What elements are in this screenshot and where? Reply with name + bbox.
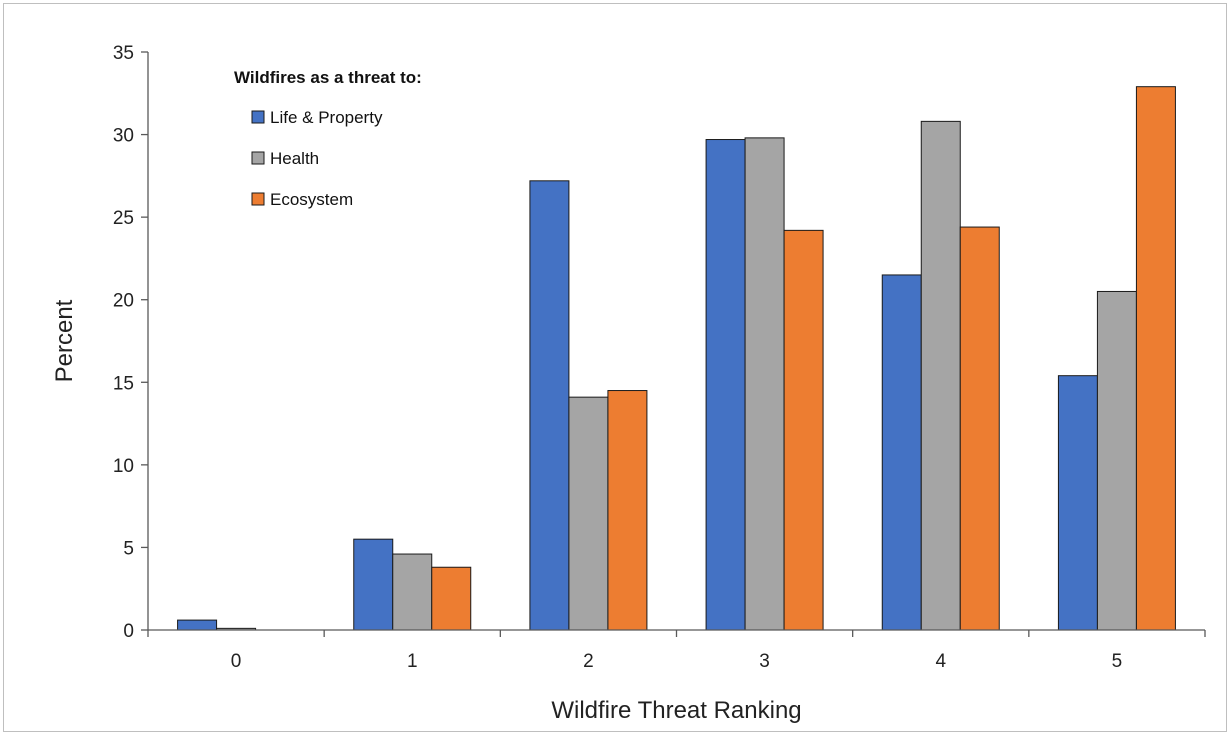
x-tick-label-3: 3 — [759, 651, 770, 672]
y-tick-label-30: 30 — [113, 126, 134, 147]
y-tick-label-10: 10 — [113, 456, 134, 477]
bars-layer — [177, 86, 1176, 631]
bar-life-property-5 — [1057, 375, 1098, 631]
bar-health-3 — [744, 137, 785, 631]
bar-ecosystem-5 — [1135, 86, 1176, 631]
bar-health-4 — [920, 120, 961, 631]
bar-life-property-1 — [353, 538, 394, 631]
x-ticks: 0 1 2 3 4 5 — [147, 630, 1206, 672]
x-tick-label-4: 4 — [935, 651, 946, 672]
x-tick-label-1: 1 — [407, 651, 418, 672]
x-tick-label-0: 0 — [231, 651, 242, 672]
bar-health-5 — [1096, 290, 1137, 631]
bar-life-property-3 — [705, 139, 746, 631]
bar-life-property-2 — [529, 180, 570, 631]
legend-title: Wildfires as a threat to: — [234, 68, 422, 87]
legend-label-ecosystem: Ecosystem — [270, 190, 353, 209]
y-tick-label-0: 0 — [123, 621, 134, 642]
x-axis-title: Wildfire Threat Ranking — [551, 697, 801, 724]
bar-ecosystem-1 — [431, 566, 472, 631]
bar-ecosystem-2 — [607, 390, 648, 631]
y-tick-label-15: 15 — [113, 373, 134, 394]
legend-label-health: Health — [270, 149, 319, 168]
bar-life-property-4 — [881, 274, 922, 631]
x-tick-label-2: 2 — [583, 651, 594, 672]
bar-life-property-0 — [177, 619, 218, 631]
y-tick-label-20: 20 — [113, 291, 134, 312]
y-axis-title: Percent — [51, 299, 78, 382]
x-tick-label-5: 5 — [1112, 651, 1123, 672]
legend: Wildfires as a threat to: Life & Propert… — [234, 68, 422, 209]
legend-swatch-life-property — [251, 110, 265, 124]
y-tick-label-35: 35 — [113, 43, 134, 64]
legend-swatch-ecosystem — [251, 192, 265, 206]
axes-layer — [147, 52, 1205, 631]
bar-health-2 — [568, 396, 609, 631]
bar-ecosystem-3 — [783, 229, 824, 631]
legend-swatch-health — [251, 151, 265, 165]
y-tick-label-5: 5 — [123, 538, 134, 559]
legend-label-life-property: Life & Property — [270, 108, 383, 127]
y-ticks: 0 5 10 15 20 25 30 35 — [113, 43, 148, 642]
bar-health-1 — [392, 553, 433, 631]
y-tick-label-25: 25 — [113, 208, 134, 229]
bar-ecosystem-4 — [959, 226, 1000, 631]
